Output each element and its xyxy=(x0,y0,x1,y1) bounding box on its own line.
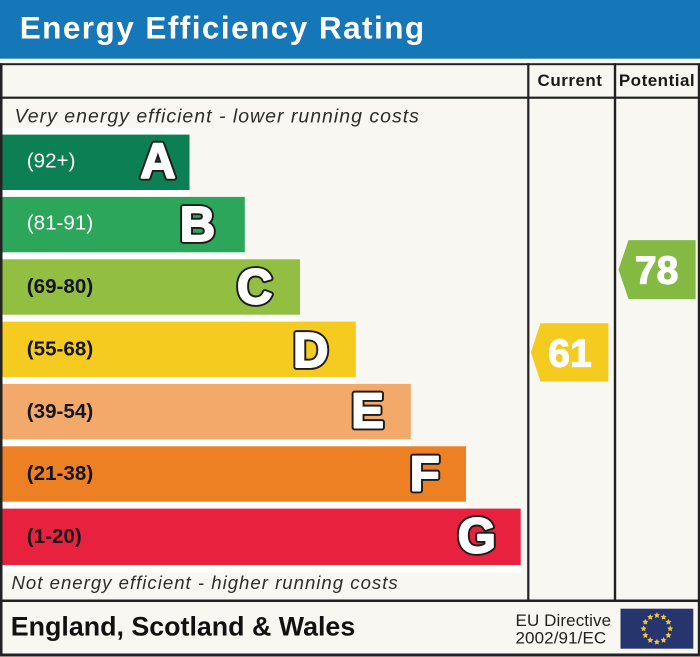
svg-text:C: C xyxy=(237,261,272,315)
svg-text:D: D xyxy=(293,324,328,378)
svg-text:England, Scotland & Wales: England, Scotland & Wales xyxy=(11,612,355,642)
svg-text:Very energy efficient - lower: Very energy efficient - lower running co… xyxy=(15,106,420,128)
svg-text:EU Directive: EU Directive xyxy=(516,611,612,630)
svg-text:E: E xyxy=(351,385,384,439)
svg-text:(55-68): (55-68) xyxy=(27,338,93,361)
svg-text:(39-54): (39-54) xyxy=(27,400,93,423)
svg-text:Current: Current xyxy=(538,71,603,90)
svg-text:E: E xyxy=(351,385,384,439)
svg-text:B: B xyxy=(180,198,215,252)
svg-text:C: C xyxy=(237,261,272,315)
svg-text:78: 78 xyxy=(635,249,678,292)
svg-text:(81-91): (81-91) xyxy=(27,212,93,235)
svg-text:A: A xyxy=(140,134,175,188)
svg-text:(92+): (92+) xyxy=(27,149,76,172)
svg-text:(69-80): (69-80) xyxy=(27,275,93,298)
svg-text:61: 61 xyxy=(548,332,591,375)
svg-text:2002/91/EC: 2002/91/EC xyxy=(516,629,607,648)
svg-text:A: A xyxy=(140,134,175,188)
svg-text:D: D xyxy=(293,324,328,378)
svg-text:Not energy efficient - higher: Not energy efficient - higher running co… xyxy=(12,572,399,593)
svg-text:G: G xyxy=(458,510,496,564)
svg-text:(1-20): (1-20) xyxy=(27,525,82,548)
svg-text:B: B xyxy=(180,198,215,252)
svg-text:Energy Efficiency Rating: Energy Efficiency Rating xyxy=(20,10,426,46)
svg-text:F: F xyxy=(410,448,440,502)
svg-text:G: G xyxy=(458,510,496,564)
svg-text:Potential: Potential xyxy=(619,71,695,90)
svg-text:F: F xyxy=(410,448,440,502)
svg-text:(21-38): (21-38) xyxy=(27,462,93,485)
